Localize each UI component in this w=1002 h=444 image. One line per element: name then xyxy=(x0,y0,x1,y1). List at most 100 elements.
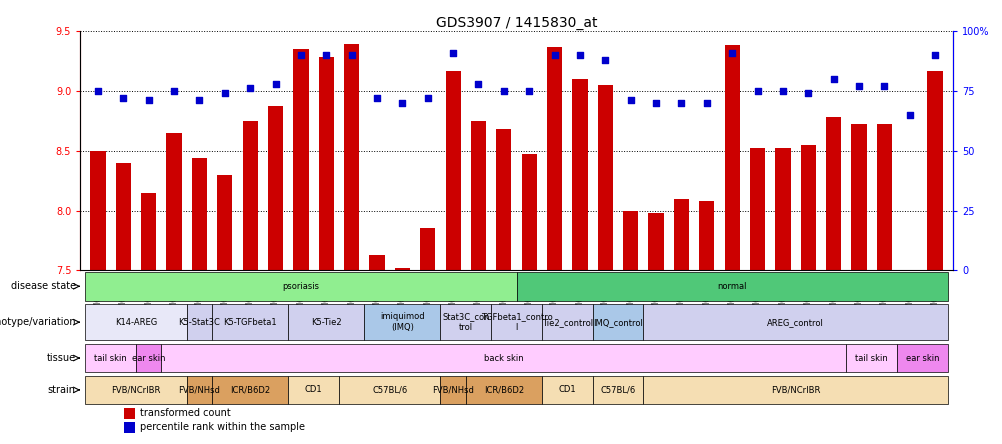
Point xyxy=(622,97,638,104)
Bar xyxy=(90,151,105,270)
Bar xyxy=(491,304,541,340)
Bar xyxy=(339,376,440,404)
Text: genotype/variation: genotype/variation xyxy=(0,317,76,327)
Text: CD1: CD1 xyxy=(305,385,322,394)
Point xyxy=(495,87,511,95)
Bar xyxy=(124,422,135,433)
Bar xyxy=(115,163,131,270)
Bar xyxy=(85,376,186,404)
Bar xyxy=(800,145,815,270)
Text: psoriasis: psoriasis xyxy=(283,282,319,291)
Text: ICR/B6D2: ICR/B6D2 xyxy=(483,385,523,394)
Text: transformed count: transformed count xyxy=(139,408,230,419)
Point xyxy=(419,95,435,102)
Point xyxy=(698,99,714,107)
Point xyxy=(470,80,486,87)
Bar xyxy=(344,44,359,270)
Point xyxy=(394,99,410,107)
Bar xyxy=(212,376,288,404)
Bar xyxy=(293,49,309,270)
Bar xyxy=(166,133,181,270)
Bar xyxy=(516,272,947,301)
Point xyxy=(369,95,385,102)
Text: FVB/NCrIBR: FVB/NCrIBR xyxy=(111,385,160,394)
Bar xyxy=(826,117,841,270)
Text: FVB/NHsd: FVB/NHsd xyxy=(178,385,220,394)
Point xyxy=(571,52,587,59)
Text: back skin: back skin xyxy=(484,353,523,363)
Text: AREG_control: AREG_control xyxy=(767,317,824,327)
Bar xyxy=(851,124,866,270)
Bar xyxy=(440,304,491,340)
Text: ICR/B6D2: ICR/B6D2 xyxy=(229,385,270,394)
Text: FVB/NCrIBR: FVB/NCrIBR xyxy=(771,385,820,394)
Bar xyxy=(927,71,942,270)
Text: TGFbeta1_contro
l: TGFbeta1_contro l xyxy=(480,313,552,332)
Text: IMQ_control: IMQ_control xyxy=(592,317,642,327)
Text: Stat3C_con
trol: Stat3C_con trol xyxy=(442,313,489,332)
Text: K5-Stat3C: K5-Stat3C xyxy=(178,317,220,327)
Bar xyxy=(161,344,846,373)
Bar xyxy=(124,408,135,419)
Bar xyxy=(186,376,212,404)
Point xyxy=(546,52,562,59)
Bar xyxy=(572,79,587,270)
Bar xyxy=(876,124,891,270)
Bar xyxy=(592,376,642,404)
Text: C57BL/6: C57BL/6 xyxy=(372,385,407,394)
Point xyxy=(115,95,131,102)
Bar xyxy=(420,229,435,270)
Bar xyxy=(622,210,637,270)
Point xyxy=(825,75,841,83)
Bar xyxy=(242,121,258,270)
Text: K5-TGFbeta1: K5-TGFbeta1 xyxy=(223,317,277,327)
Bar xyxy=(846,344,896,373)
Text: tissue: tissue xyxy=(47,353,76,363)
Text: disease state: disease state xyxy=(11,281,76,291)
Bar xyxy=(288,376,339,404)
Bar xyxy=(85,272,516,301)
Point xyxy=(800,90,816,97)
Bar xyxy=(136,344,161,373)
Point xyxy=(90,87,106,95)
Text: ear skin: ear skin xyxy=(132,353,165,363)
Point xyxy=(293,52,309,59)
Bar xyxy=(319,57,334,270)
Point xyxy=(672,99,688,107)
Bar xyxy=(673,198,688,270)
Point xyxy=(901,111,917,119)
Point xyxy=(748,87,765,95)
Bar xyxy=(775,148,790,270)
Point xyxy=(166,87,182,95)
Point xyxy=(344,52,360,59)
Text: strain: strain xyxy=(48,385,76,395)
Bar xyxy=(597,85,612,270)
Point xyxy=(318,52,334,59)
Bar xyxy=(698,201,713,270)
Text: tail skin: tail skin xyxy=(94,353,127,363)
Text: percentile rank within the sample: percentile rank within the sample xyxy=(139,422,305,432)
Bar xyxy=(217,174,232,270)
Bar xyxy=(642,376,947,404)
Point xyxy=(241,85,258,92)
Bar xyxy=(541,376,592,404)
Point xyxy=(268,80,284,87)
Bar xyxy=(191,158,206,270)
Bar xyxy=(288,304,364,340)
Text: CD1: CD1 xyxy=(558,385,575,394)
Bar xyxy=(141,193,156,270)
Text: ear skin: ear skin xyxy=(905,353,938,363)
Point xyxy=(521,87,537,95)
Text: FVB/NHsd: FVB/NHsd xyxy=(432,385,474,394)
Bar xyxy=(648,213,663,270)
Point xyxy=(926,52,942,59)
Point xyxy=(191,97,207,104)
Bar xyxy=(465,376,541,404)
Bar xyxy=(369,255,384,270)
Bar xyxy=(723,45,739,270)
Bar xyxy=(896,344,947,373)
Point xyxy=(445,49,461,56)
Text: imiquimod
(IMQ): imiquimod (IMQ) xyxy=(380,313,424,332)
Point xyxy=(775,87,791,95)
Bar xyxy=(85,304,186,340)
